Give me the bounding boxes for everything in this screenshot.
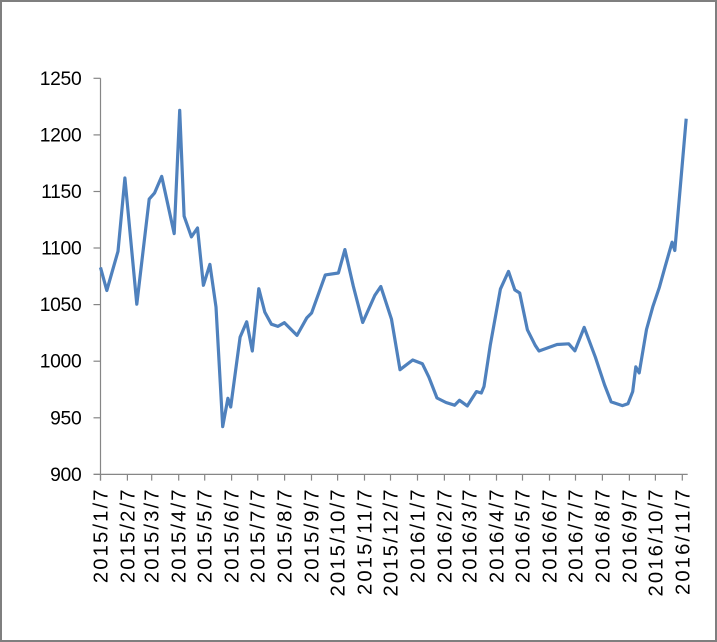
svg-text:2016/5/7: 2016/5/7	[513, 487, 535, 583]
svg-text:2015/4/7: 2015/4/7	[169, 487, 191, 583]
svg-text:2015/12/7: 2015/12/7	[381, 487, 403, 596]
svg-text:2015/3/7: 2015/3/7	[142, 487, 164, 583]
svg-text:1150: 1150	[41, 182, 81, 203]
svg-text:2016/10/7: 2016/10/7	[645, 487, 667, 596]
svg-text:2015/11/7: 2015/11/7	[355, 487, 377, 595]
svg-text:2016/3/7: 2016/3/7	[460, 487, 482, 583]
svg-text:2016/8/7: 2016/8/7	[592, 487, 614, 583]
svg-text:950: 950	[50, 408, 81, 429]
svg-text:1000: 1000	[40, 352, 82, 373]
svg-text:2015/1/7: 2015/1/7	[91, 487, 113, 583]
svg-text:1200: 1200	[40, 125, 82, 146]
svg-text:2015/7/7: 2015/7/7	[248, 487, 270, 583]
svg-text:2015/2/7: 2015/2/7	[117, 487, 139, 583]
svg-text:2016/2/7: 2016/2/7	[434, 487, 456, 583]
svg-text:1100: 1100	[41, 239, 81, 260]
svg-text:2016/11/7: 2016/11/7	[672, 487, 694, 595]
svg-text:900: 900	[50, 465, 81, 486]
svg-text:2015/9/7: 2015/9/7	[302, 487, 324, 583]
svg-text:2016/7/7: 2016/7/7	[566, 487, 588, 583]
svg-text:2015/10/7: 2015/10/7	[328, 487, 350, 596]
svg-text:2016/1/7: 2016/1/7	[408, 487, 430, 583]
svg-text:2015/5/7: 2015/5/7	[195, 487, 217, 583]
svg-text:2016/9/7: 2016/9/7	[619, 487, 641, 583]
svg-text:2015/6/7: 2015/6/7	[222, 487, 244, 583]
svg-text:1050: 1050	[40, 295, 82, 316]
svg-text:1250: 1250	[40, 69, 82, 90]
svg-text:2015/8/7: 2015/8/7	[275, 487, 297, 583]
svg-text:2016/4/7: 2016/4/7	[487, 487, 509, 583]
svg-text:2016/6/7: 2016/6/7	[540, 487, 562, 583]
